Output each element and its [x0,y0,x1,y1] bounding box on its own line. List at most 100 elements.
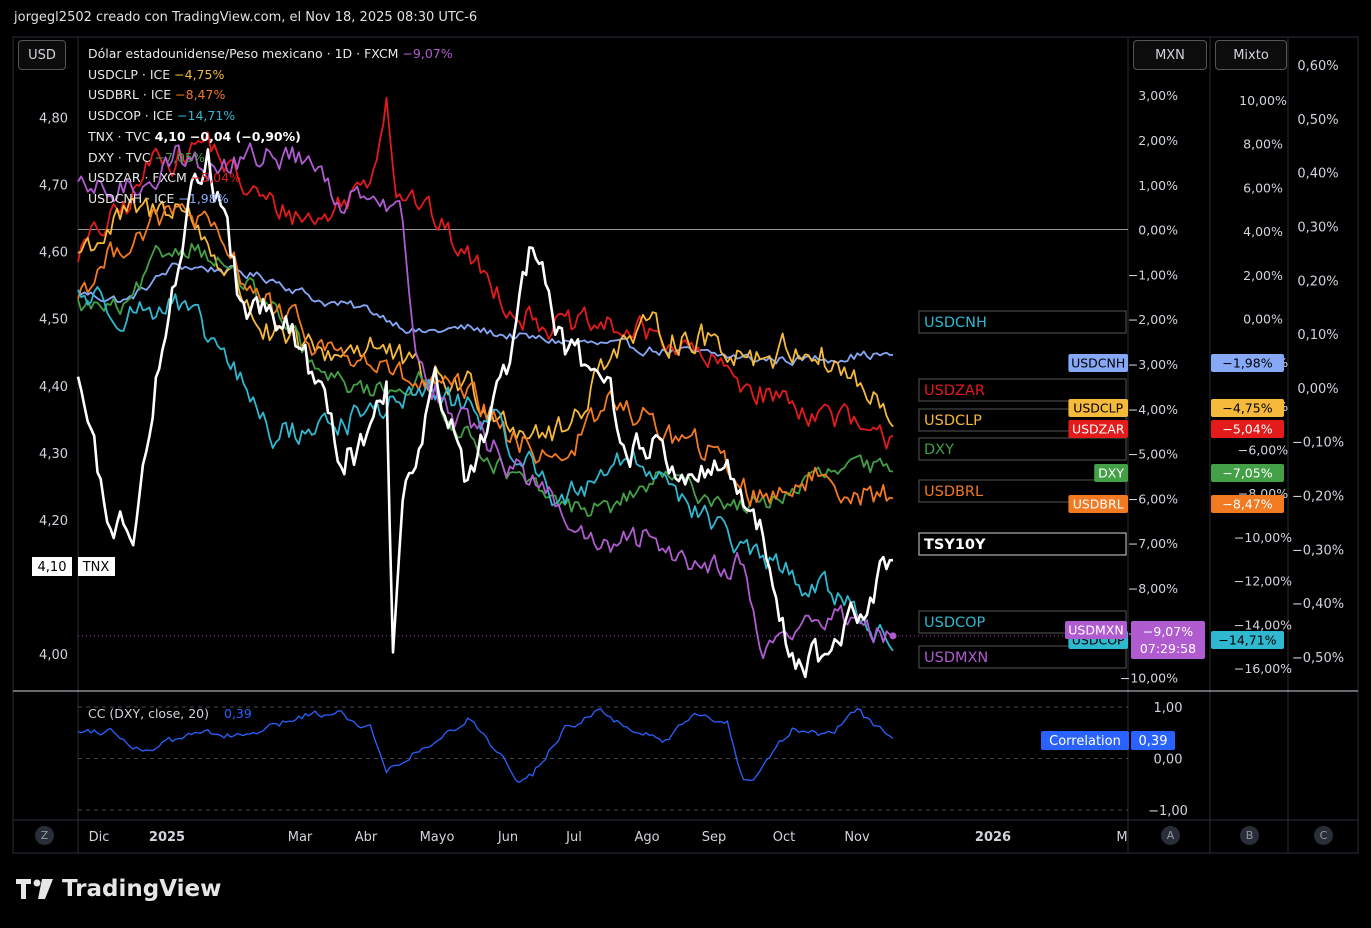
legend-row[interactable]: USDCOP · ICE −14,71% [88,106,453,127]
b-button[interactable]: B [1240,826,1259,845]
side-label-usdzar: USDZAR [924,383,985,399]
legend-series-value: −4,75% [170,66,225,82]
mxn-axis-tick: −8,00% [1128,581,1178,596]
z-button[interactable]: Z [35,826,54,845]
side-label-box [918,437,1127,461]
chip-name-usdmxn-bg [1065,621,1127,639]
legend-series-label: USDCOP · ICE [88,108,174,124]
c-button[interactable]: C [1314,826,1333,845]
legend-row[interactable]: Dólar estadounidense/Peso mexicano · 1D … [88,44,453,65]
correlation-tag-label-bg [1041,731,1129,750]
legend-row[interactable]: USDCLP · ICE −4,75% [88,65,453,86]
mixto-axis-tick: 10,00% [1239,93,1287,108]
side-label-usdmxn: USDMXN [924,650,988,666]
legend-series-label: TNX · TVC [88,128,151,144]
series-line-tnx[interactable] [76,148,893,679]
legend-series-label: USDCLP · ICE [88,66,171,82]
mixto-axis-tick: 4,00% [1243,224,1283,239]
correlation-tag-label: Correlation [1049,734,1121,749]
side-label-dxy: DXY [924,442,954,458]
x-axis-tick: 2025 [149,830,185,845]
legend-row[interactable]: DXY · TVC −7,05% [88,148,453,169]
series-line-usdbrl[interactable] [77,202,894,507]
chip-name-usdcnh-bg [1068,354,1128,372]
right-axis-tick: 0,40% [1297,167,1338,182]
correlation-line[interactable] [77,708,894,784]
x-axis-tick: Sep [702,830,727,845]
legend-row[interactable]: USDBRL · ICE −8,47% [88,85,453,106]
chip-name-usdzar: USDZAR [1072,422,1125,437]
usd-scale-label: USD [28,47,56,63]
a-button[interactable]: A [1161,826,1180,845]
left-axis-tick: 4,00 [39,648,68,663]
legend-series-value: −9,07% [398,46,453,61]
chip-value-usdcop-bg [1211,631,1284,649]
mixto-scale-label: Mixto [1233,47,1269,63]
legend-row[interactable]: USDZAR · FXCM −5,04% [88,168,453,189]
right-axis-tick: 0,30% [1297,220,1338,235]
mxn-axis-tick: −1,00% [1128,267,1178,282]
correlation-tag-value-bg [1131,731,1175,750]
chip-name-dxy: DXY [1098,466,1124,481]
series-line-usdcnh[interactable] [77,262,893,366]
right-axis-tick: 0,00% [1297,382,1338,397]
mxn-axis-tick: 1,00% [1138,178,1178,193]
mxn-axis-tick: −3,00% [1128,357,1178,372]
left-axis-tick: 4,60 [39,246,68,261]
series-legend: Dólar estadounidense/Peso mexicano · 1D … [88,44,453,210]
side-label-box [918,310,1127,334]
legend-row[interactable]: TNX · TVC 4,10 −0,04 (−0,90%) [88,127,453,148]
z-button-label: Z [40,829,49,842]
mxn-scale-button[interactable]: MXN [1133,40,1207,70]
x-axis-tick: Mayo [420,830,455,845]
chip-value-usdcnh: −1,98% [1222,356,1272,371]
legend-row[interactable]: USDCNH · ICE −1,98% [88,189,453,210]
mxn-axis-tick: 2,00% [1138,133,1178,148]
usd-scale-button[interactable]: USD [18,40,66,70]
chip-value-usdbrl: −8,47% [1222,497,1272,512]
series-line-usdzar[interactable] [77,96,894,450]
left-axis-tick: 4,70 [39,179,68,194]
c-button-label: C [1319,829,1328,842]
left-axis-tick: 4,20 [39,514,68,529]
tnx-marker-label: TNX [82,560,110,575]
a-button-label: A [1166,829,1175,842]
right-axis-tick: 0,60% [1297,59,1338,74]
series-layer [76,96,897,679]
mixto-axis-tick: 0,00% [1243,311,1283,326]
side-label-box [918,645,1127,669]
legend-series-label: USDZAR · FXCM [88,170,187,186]
side-labels: USDCNH USDZAR USDCLP DXY USDBRL TSY10Y USDCOP U… [32,310,1284,669]
mxn-price-tag [1131,621,1205,659]
x-axis-tick: Mar [288,830,313,845]
right-axis-tick: 0,10% [1297,328,1338,343]
side-label-usdbrl: USDBRL [924,484,983,500]
mixto-axis-tick: 2,00% [1243,268,1283,283]
mixto-axis-tick: 6,00% [1243,180,1283,195]
left-axis-tick: 4,30 [39,447,68,462]
x-axis-tick: Nov [844,830,870,845]
x-axis-tick: Jul [565,830,582,845]
side-label-usdclp: USDCLP [924,413,982,429]
chip-value-usdbrl-bg [1211,495,1284,513]
x-axis-tick: Jun [497,830,518,845]
side-label-usdcop: USDCOP [924,615,986,631]
mxn-axis-tick: −4,00% [1128,402,1178,417]
left-axis-tick: 4,50 [39,313,68,328]
corr-axis-tick: 1,00 [1154,701,1183,716]
mixto-axis-tick: −14,00% [1234,617,1292,632]
corr-axis-tick: −1,00 [1148,804,1188,819]
tradingview-logo-text: TradingView [62,876,222,902]
chip-value-usdcop: −14,71% [1218,633,1276,648]
correlation-pane: CC (DXY, close, 20) 0,39 Correlation 0,39 [77,706,1175,784]
chip-name-usdclp-bg [1068,399,1128,417]
x-axis-tick: Dic [89,830,110,845]
chip-name-usdzar-bg [1068,420,1128,438]
chip-value-usdcnh-bg [1211,354,1284,372]
mxn-price-tag-value: −9,07% [1143,624,1193,639]
mixto-scale-button[interactable]: Mixto [1215,40,1287,70]
series-line-usdcop[interactable] [77,286,894,652]
right-axis-tick: 0,20% [1297,274,1338,289]
legend-series-label: USDBRL · ICE [88,87,172,103]
